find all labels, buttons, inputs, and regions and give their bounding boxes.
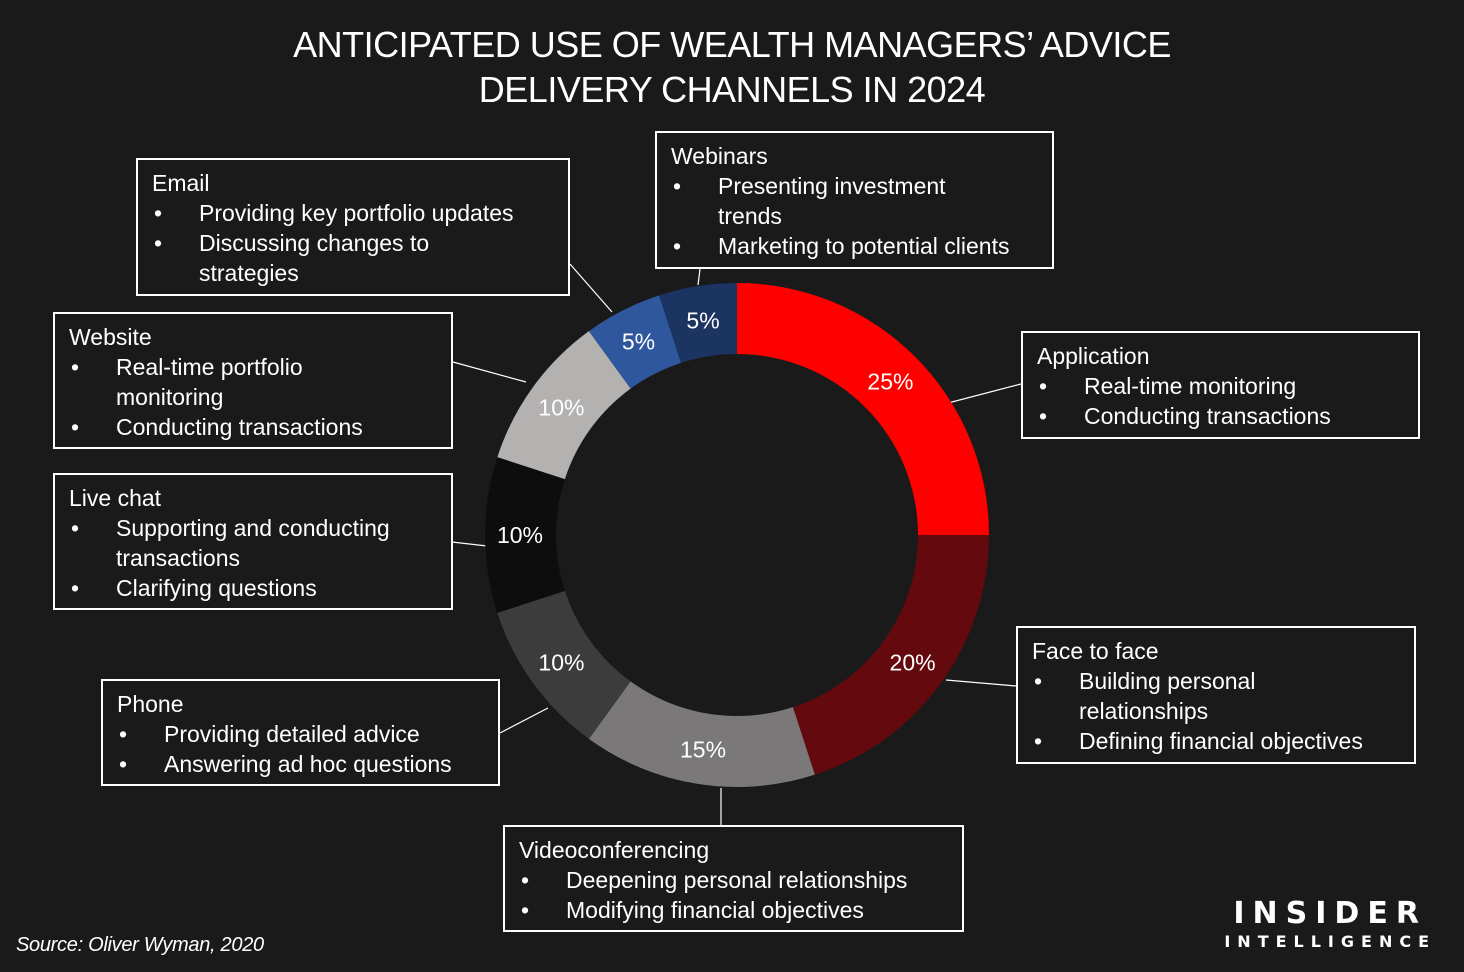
callout-title-face-to-face: Face to face (1032, 638, 1159, 664)
callout-item: Defining financial objectives (1032, 726, 1400, 756)
connector-line-phone (499, 707, 549, 734)
slice-application (737, 283, 989, 535)
callout-email: Email Providing key portfolio updates Di… (136, 158, 570, 296)
callout-item: Marketing to potential clients (671, 231, 1038, 261)
callout-item: Presenting investment trends (671, 171, 968, 231)
connector-line-live-chat (451, 541, 488, 547)
callout-title-website: Website (69, 324, 152, 350)
callout-title-live-chat: Live chat (69, 485, 162, 511)
callout-website: Website Real-time portfolio monitoring C… (53, 312, 453, 449)
chart-title: ANTICIPATED USE OF WEALTH MANAGERS’ ADVI… (0, 22, 1464, 112)
connector-line-website (452, 361, 527, 383)
chart-title-line-1: ANTICIPATED USE OF WEALTH MANAGERS’ ADVI… (293, 24, 1171, 65)
callout-item: Supporting and conducting transactions (69, 513, 426, 573)
slice-label-webinars: 5% (686, 308, 719, 334)
slice-label-live-chat: 10% (497, 522, 543, 548)
chart-title-line-2: DELIVERY CHANNELS IN 2024 (478, 69, 986, 110)
callout-webinars: Webinars Presenting investment trends Ma… (655, 131, 1054, 269)
callout-title-videoconferencing: Videoconferencing (519, 837, 710, 863)
connector-line-email (569, 263, 613, 313)
slice-label-website: 10% (538, 394, 584, 420)
callout-item: Providing key portfolio updates (152, 198, 554, 228)
callout-item: Real-time monitoring (1037, 371, 1404, 401)
callout-title-application: Application (1037, 343, 1150, 369)
callout-title-email: Email (152, 170, 210, 196)
slice-email (588, 295, 682, 389)
callout-item: Real-time portfolio monitoring (69, 352, 331, 412)
callout-item: Clarifying questions (69, 573, 437, 603)
brand-logo-top: INSIDER (1233, 896, 1427, 931)
callout-item: Discussing changes to strategies (152, 228, 449, 288)
callout-phone: Phone Providing detailed advice Answerin… (101, 679, 500, 786)
slice-label-face-to-face: 20% (890, 650, 936, 676)
callout-application: Application Real-time monitoring Conduct… (1021, 331, 1420, 439)
slice-live-chat (485, 457, 565, 613)
slice-webinars (659, 283, 737, 363)
callout-title-phone: Phone (117, 691, 184, 717)
callout-videoconferencing: Videoconferencing Deepening personal rel… (503, 825, 964, 932)
slice-phone (497, 590, 631, 739)
slice-videoconferencing (588, 681, 815, 787)
callout-live-chat: Live chat Supporting and conducting tran… (53, 473, 453, 610)
slice-label-videoconferencing: 15% (680, 736, 726, 762)
connector-line-face-to-face (945, 679, 1017, 687)
slice-website (497, 331, 631, 480)
slice-label-application: 25% (867, 369, 913, 395)
slice-face-to-face (792, 535, 989, 775)
callout-item: Answering ad hoc questions (117, 749, 484, 779)
callout-item: Deepening personal relationships (519, 865, 948, 895)
callout-title-webinars: Webinars (671, 143, 768, 169)
source-note: Source: Oliver Wyman, 2020 (16, 934, 264, 956)
callout-item: Conducting transactions (69, 412, 437, 442)
brand-logo: INSIDER INTELLIGENCE (1224, 896, 1436, 952)
callout-face-to-face: Face to face Building personal relations… (1016, 626, 1416, 764)
slice-label-phone: 10% (538, 650, 584, 676)
connector-line-webinars (697, 268, 701, 286)
callout-item: Conducting transactions (1037, 401, 1404, 431)
connector-line-application (947, 383, 1022, 404)
slice-label-email: 5% (622, 329, 655, 355)
callout-item: Building personal relationships (1032, 666, 1279, 726)
brand-logo-bottom: INTELLIGENCE (1224, 932, 1436, 951)
callout-item: Providing detailed advice (117, 719, 484, 749)
callout-item: Modifying financial objectives (519, 895, 948, 925)
